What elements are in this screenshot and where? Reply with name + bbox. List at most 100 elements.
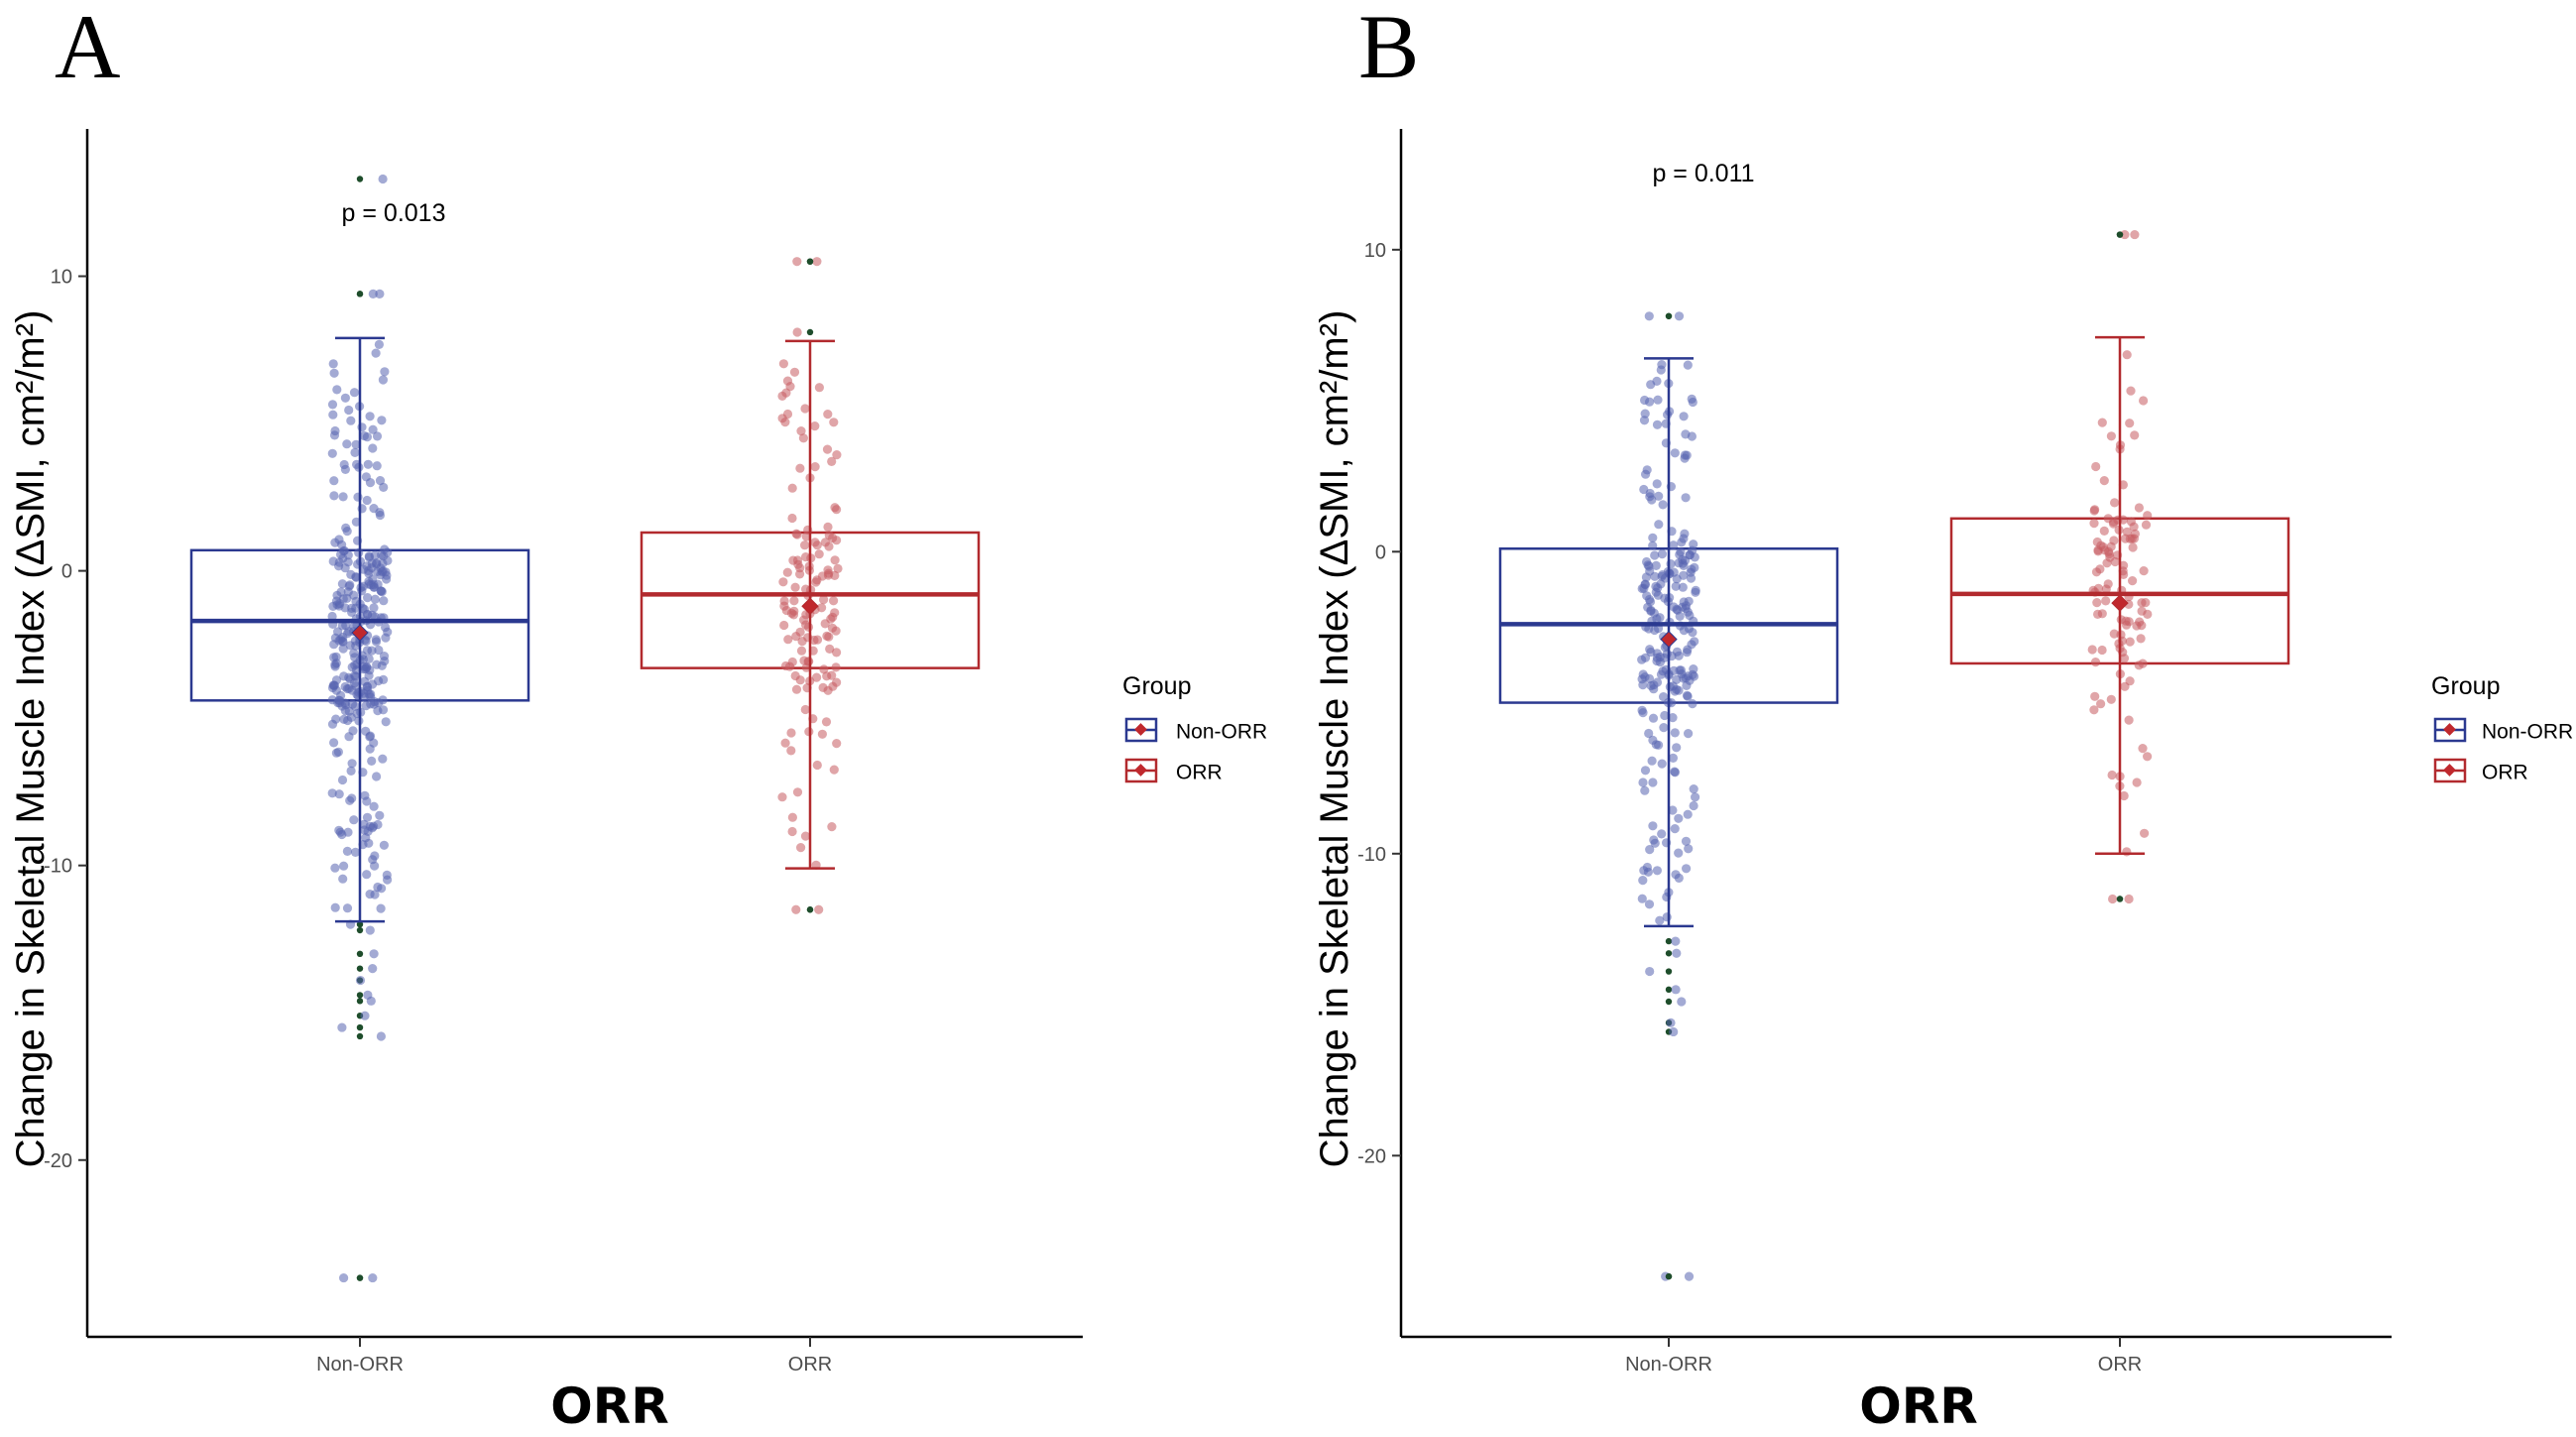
outlier-point — [1665, 968, 1673, 975]
mean-marker — [1660, 630, 1678, 649]
data-point — [2128, 576, 2138, 586]
data-point — [372, 461, 382, 471]
outlier-jitter-point — [360, 1011, 370, 1020]
mean-marker — [2111, 594, 2129, 612]
outlier-jitter-point — [355, 975, 366, 986]
data-point — [1679, 412, 1689, 421]
data-point — [370, 594, 380, 604]
data-point — [351, 681, 361, 691]
data-point — [819, 595, 829, 605]
panel-b-letter: B — [1358, 0, 1419, 97]
data-point — [1669, 540, 1679, 550]
outlier-point — [806, 906, 814, 913]
data-point — [812, 760, 822, 771]
data-point — [1663, 410, 1673, 419]
data-point — [1657, 549, 1667, 559]
data-point — [330, 863, 340, 873]
data-point — [343, 715, 353, 726]
data-point — [791, 684, 802, 694]
data-point — [354, 547, 364, 558]
panel-b-y-axis-title: Change in Skeletal Muscle Index (ΔSMI, c… — [1313, 310, 1356, 1168]
data-point — [362, 870, 372, 880]
data-point — [362, 646, 373, 656]
data-point — [2137, 621, 2147, 631]
data-point — [375, 508, 385, 518]
outlier-point — [2116, 896, 2124, 902]
data-point — [2119, 790, 2129, 801]
mean-marker — [351, 624, 369, 642]
data-point — [820, 538, 831, 547]
data-point — [360, 676, 370, 686]
data-point — [2087, 645, 2097, 655]
data-point — [795, 463, 805, 473]
outlier-point — [1665, 986, 1673, 994]
data-point — [2102, 558, 2112, 568]
data-point — [350, 447, 360, 457]
data-point — [1683, 360, 1693, 370]
data-point — [341, 523, 351, 534]
data-point — [374, 339, 384, 349]
data-point — [1689, 784, 1698, 794]
panel-b-x-tick-label-orr: ORR — [2098, 1354, 2142, 1376]
data-point — [2125, 676, 2135, 686]
data-point — [370, 890, 380, 899]
data-point — [2089, 519, 2099, 529]
data-point — [2132, 778, 2142, 787]
data-point — [1656, 365, 1666, 375]
data-point — [350, 847, 361, 858]
data-point — [364, 579, 374, 589]
data-point — [381, 622, 391, 633]
data-point — [1657, 829, 1667, 839]
data-point — [1649, 680, 1659, 690]
data-point — [329, 680, 339, 690]
data-point — [1652, 866, 1662, 876]
data-point — [342, 439, 352, 449]
data-point — [380, 657, 390, 666]
data-point — [823, 685, 833, 695]
data-point — [831, 626, 841, 636]
outlier-jitter-point — [376, 1031, 386, 1041]
data-point — [1654, 491, 1664, 501]
data-point — [803, 622, 814, 633]
data-point — [349, 590, 359, 600]
data-point — [1640, 395, 1650, 406]
panel-a-x-tick-label-orr: ORR — [788, 1354, 832, 1376]
data-point — [1690, 552, 1699, 562]
data-point — [1655, 915, 1665, 925]
outlier-jitter-point — [369, 949, 379, 959]
data-point — [327, 788, 337, 798]
outlier-jitter-point — [1669, 1026, 1679, 1037]
y-tick-label: 10 — [51, 267, 72, 289]
data-point — [2122, 620, 2132, 630]
data-point — [339, 671, 349, 681]
data-point — [823, 410, 833, 419]
data-point — [1650, 838, 1660, 848]
data-point — [371, 635, 381, 645]
data-point — [369, 801, 379, 811]
data-point — [2141, 598, 2151, 608]
panel-b-x-axis-title: ORR — [1859, 1377, 1978, 1435]
data-point — [832, 450, 842, 460]
data-point — [1656, 669, 1667, 679]
data-point — [1684, 729, 1694, 739]
panel-a-letter: A — [55, 0, 120, 97]
data-point — [2106, 694, 2116, 704]
data-point — [1648, 540, 1658, 550]
box-group-orr — [640, 257, 981, 914]
data-point — [362, 495, 372, 506]
data-point — [827, 670, 837, 680]
panel-a-x-ticks: Non-ORR ORR — [316, 1337, 832, 1376]
data-point — [800, 831, 811, 841]
data-point — [791, 632, 801, 642]
data-point — [777, 792, 787, 802]
data-point — [1674, 651, 1684, 660]
data-point — [1644, 728, 1654, 739]
outlier-jitter-point — [368, 964, 378, 974]
data-point — [1648, 778, 1658, 787]
panel-b-y-ticks: -20 -10 0 10 — [1357, 240, 1401, 1167]
data-point — [338, 874, 348, 884]
outlier-jitter-point — [812, 257, 822, 267]
data-point — [2090, 691, 2100, 701]
data-point — [344, 405, 354, 416]
